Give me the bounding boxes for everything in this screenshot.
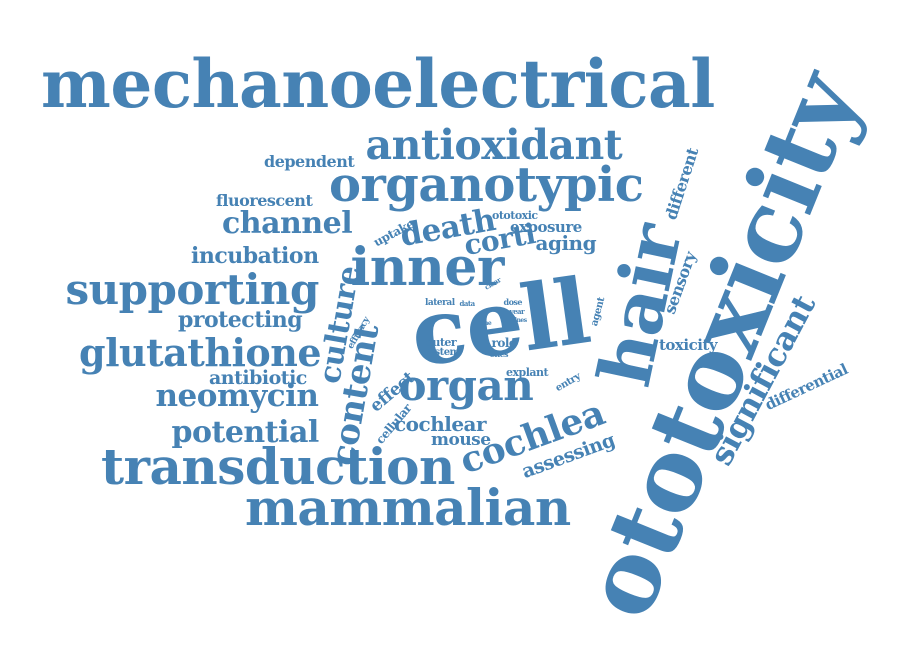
- word-dose: dose: [503, 297, 523, 307]
- word-ohcs: ohcs: [489, 349, 509, 359]
- word-cochlear: cochlear: [394, 412, 487, 436]
- word-lines: lines: [513, 317, 527, 324]
- word-aging: aging: [535, 231, 597, 255]
- word-ototoxic: ototoxic: [492, 208, 538, 222]
- word-data: data: [459, 298, 476, 308]
- word-glutathione: glutathione: [79, 330, 322, 375]
- word-mammalian: mammalian: [245, 478, 571, 537]
- word-outer: outer: [425, 335, 457, 349]
- word-entry: entry: [553, 371, 583, 395]
- word-lateral: lateral: [425, 297, 455, 308]
- word-incubation: incubation: [191, 243, 319, 269]
- word-explant: explant: [506, 365, 549, 379]
- word-potential: potential: [171, 415, 320, 450]
- word-different: different: [661, 145, 703, 223]
- word-neomycin: neomycin: [155, 377, 319, 414]
- word-exposure: exposure: [510, 217, 582, 236]
- word-dependent: dependent: [264, 152, 355, 171]
- word-antibiotic: antibiotic: [209, 366, 307, 389]
- word-mouse: mouse: [431, 429, 491, 450]
- word-toxicity: toxicity: [659, 335, 718, 354]
- word-channel: channel: [222, 206, 353, 241]
- word-antioxidant: antioxidant: [365, 120, 623, 169]
- word-supporting: supporting: [65, 265, 320, 314]
- word-system: system: [424, 347, 460, 358]
- word-inner: inner: [350, 237, 505, 298]
- word-mechanoelectrical: mechanoelectrical: [41, 45, 715, 123]
- word-year: year: [509, 306, 525, 316]
- word-fluorescent: fluorescent: [216, 191, 313, 210]
- word-organ: organ: [398, 361, 534, 410]
- word-role: role: [491, 336, 517, 350]
- word-organotypic: organotypic: [329, 157, 644, 213]
- word-transduction: transduction: [101, 437, 455, 496]
- word-line: line: [480, 320, 492, 327]
- word-protecting: protecting: [178, 307, 303, 333]
